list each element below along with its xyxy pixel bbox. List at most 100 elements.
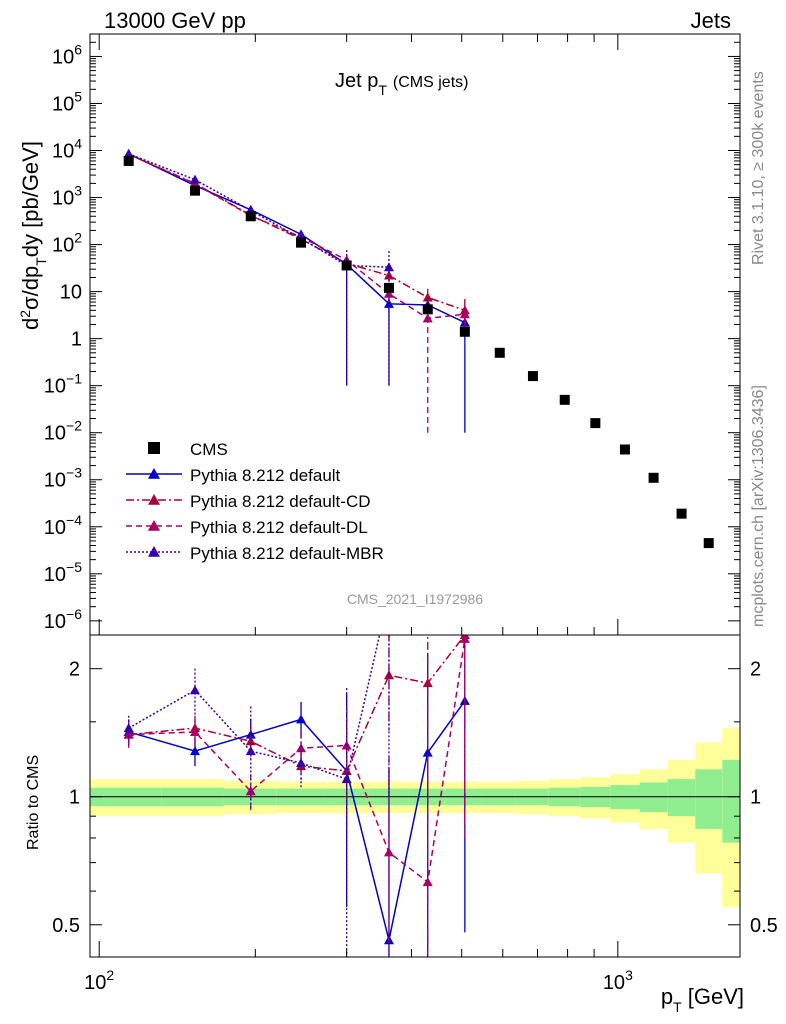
series-line <box>128 153 389 268</box>
cms-point <box>676 508 687 519</box>
cms-point <box>422 304 433 315</box>
ratio-point <box>189 746 200 756</box>
main-series-4 <box>123 148 394 386</box>
legend-label: Pythia 8.212 default-DL <box>190 518 368 537</box>
data-point <box>189 174 200 184</box>
analysis-watermark: CMS_2021_I1972986 <box>347 591 483 607</box>
ratio-point <box>422 877 433 887</box>
plot-title: Jet pT (CMS jets) <box>335 70 468 98</box>
ratio-point <box>245 746 256 756</box>
rivet-version-label: Rivet 3.1.10, ≥ 300k events <box>750 71 767 265</box>
legend-label: Pythia 8.212 default <box>190 466 341 485</box>
y-tick-label: 103 <box>52 183 82 210</box>
ratio-point <box>189 726 200 736</box>
data-point <box>123 148 134 158</box>
legend-cms-marker <box>148 442 160 454</box>
main-series-3 <box>123 149 470 433</box>
header: 13000 GeV pp Jets <box>104 8 731 33</box>
y-tick-label: 106 <box>52 41 82 68</box>
main-plot-layer <box>123 148 714 549</box>
legend-marker <box>148 546 160 557</box>
ratio-tick-label: 0.5 <box>52 915 80 937</box>
ratio-point <box>296 714 307 724</box>
cms-point <box>703 538 714 549</box>
y-tick-label: 104 <box>52 136 82 163</box>
y-tick-label: 10−2 <box>44 418 82 445</box>
legend-label: Pythia 8.212 default-CD <box>190 492 371 511</box>
ratio-point <box>383 847 394 857</box>
ratio-point <box>341 774 352 784</box>
cms-point <box>296 237 307 248</box>
y-tick-label: 10−6 <box>44 606 82 633</box>
ratio-point <box>245 729 256 739</box>
ratio-point <box>296 743 307 753</box>
data-point <box>422 292 433 302</box>
legend-entry: Pythia 8.212 default-MBR <box>126 544 384 563</box>
ratio-series-4 <box>123 635 390 957</box>
cms-point <box>341 260 352 271</box>
cms-point <box>189 185 200 196</box>
y-tick-label: 10−4 <box>44 512 82 539</box>
ratio-point <box>296 758 307 768</box>
data-point <box>383 288 394 298</box>
series-line <box>128 153 465 320</box>
cms-point <box>527 371 538 382</box>
mcplots-reference-label: mcplots.cern.ch [arXiv:1306.3436] <box>750 385 767 627</box>
y-tick-label: 10−5 <box>44 559 82 586</box>
legend-label: Pythia 8.212 default-MBR <box>190 544 384 563</box>
cms-point <box>590 418 601 429</box>
y-tick-label: 102 <box>52 230 82 257</box>
main-series-1 <box>123 148 470 433</box>
ratio-point <box>459 635 470 643</box>
legend-entry: CMS <box>148 440 228 459</box>
legend-entry: Pythia 8.212 default-DL <box>126 518 368 537</box>
legend-entry: Pythia 8.212 default-CD <box>126 492 371 511</box>
ratio-point <box>422 747 433 757</box>
side-labels: Rivet 3.1.10, ≥ 300k events mcplots.cern… <box>750 71 767 627</box>
y-tick-label: 10−3 <box>44 465 82 492</box>
ratio-line <box>128 635 381 781</box>
y-tick-label: 105 <box>52 88 82 115</box>
legend-marker <box>148 520 160 531</box>
cms-point <box>383 282 394 293</box>
ratio-line <box>128 700 466 941</box>
plot-title-text: Jet pT (CMS jets) <box>335 70 468 98</box>
data-point <box>383 262 394 272</box>
ratio-tick-label: 1 <box>750 787 761 809</box>
x-axis-label: pT [GeV] <box>661 984 744 1015</box>
data-point <box>422 313 433 323</box>
legend: CMS Pythia 8.212 default Pythia 8.212 defa… <box>126 440 384 563</box>
uncertainty-band-inner <box>722 759 740 843</box>
x-tick-label: 103 <box>603 967 633 994</box>
ratio-tick-label: 2 <box>69 659 80 681</box>
ratio-tick-label: 2 <box>750 659 761 681</box>
energy-label: 13000 GeV pp <box>104 8 246 33</box>
ratio-tick-label: 1 <box>69 787 80 809</box>
cms-point <box>494 347 505 358</box>
uncertainty-band-inner <box>639 782 668 813</box>
legend-marker <box>148 494 160 505</box>
ratio-point <box>123 723 134 733</box>
ratio-point <box>123 729 134 739</box>
ratio-series-3 <box>123 635 470 957</box>
data-point <box>459 309 470 319</box>
cms-point <box>459 326 470 337</box>
ratio-line <box>128 635 466 772</box>
y-tick-label: 1 <box>71 329 82 351</box>
cms-point <box>245 211 256 222</box>
ratio-point <box>189 685 200 695</box>
main-y-axis-label: d2σ/dpTdy [pb/GeV] <box>17 141 49 330</box>
legend-label: CMS <box>190 440 228 459</box>
x-tick-label: 102 <box>84 967 114 994</box>
ratio-point <box>245 736 256 746</box>
cms-series <box>123 155 714 549</box>
data-point <box>383 270 394 280</box>
ratio-tick-label: 0.5 <box>750 915 778 937</box>
ratio-line <box>128 638 466 884</box>
axes-frame <box>89 33 741 958</box>
cms-point <box>648 472 659 483</box>
legend-entry: Pythia 8.212 default <box>126 466 341 485</box>
ratio-plot-layer <box>123 635 470 957</box>
y-tick-label: 10 <box>60 282 82 304</box>
